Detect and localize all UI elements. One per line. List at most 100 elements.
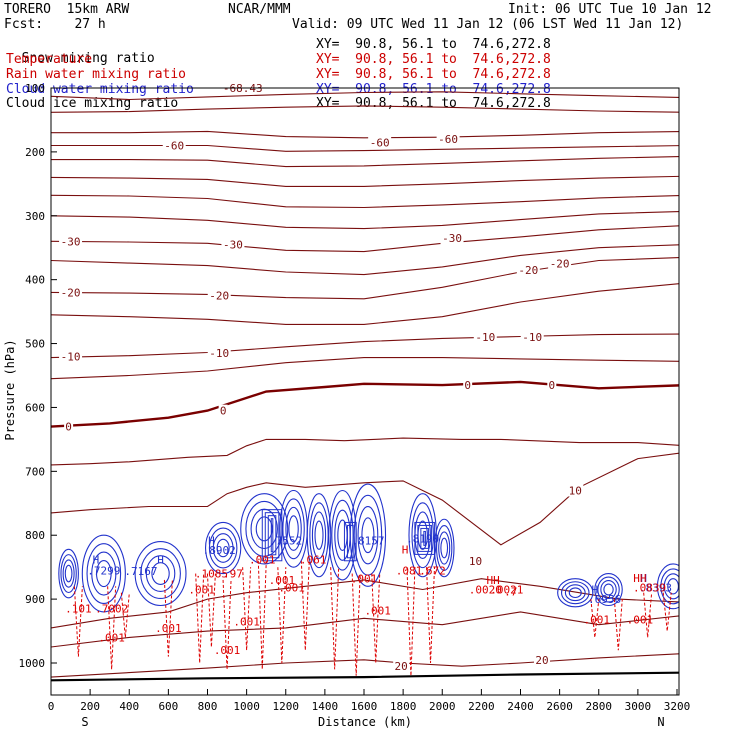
cloud-contour-10-3	[440, 537, 449, 559]
cloud-label-3: .7167	[124, 565, 157, 578]
temp-label-bg-10	[548, 257, 572, 270]
temp-label-bg-7	[59, 286, 83, 299]
rain-contour-17	[613, 599, 623, 651]
y-tick-label-1: 200	[25, 146, 45, 159]
isotherm--25	[51, 244, 679, 276]
temp-label-bg-15	[64, 420, 74, 433]
cloud-contour-13-3	[667, 578, 679, 595]
temp-label-bg-16	[218, 404, 228, 417]
isotherm--15	[51, 283, 679, 325]
ground-line	[51, 671, 679, 682]
cloud-contour-1-3	[95, 559, 112, 588]
x-tick-label-9: 1800	[390, 700, 417, 713]
temp-label-20: 10	[469, 555, 482, 568]
y-tick-label-2: 300	[25, 210, 45, 223]
cloud-label-2: H	[157, 554, 164, 567]
isotherm--60	[51, 130, 679, 139]
plot-frame	[50, 87, 680, 696]
cloud-contour-6-2	[311, 511, 327, 560]
cloud-core-1-1	[346, 524, 354, 559]
cloud-contour-3-2	[212, 533, 234, 563]
cloud-contour-9-0	[408, 493, 437, 578]
y-tick-label-6: 700	[25, 465, 45, 478]
isotherm--20	[51, 257, 679, 300]
cloud-contour-2-0	[134, 541, 187, 607]
cloud-contour-12-3	[603, 583, 614, 596]
temp-label-19: 10	[569, 485, 582, 498]
cloud-contour-0-0	[58, 548, 79, 599]
isotherm-10	[51, 452, 679, 546]
temp-label-bg-21	[393, 660, 410, 673]
cloud-contour-2-1	[140, 548, 181, 600]
rain-label-10: .001	[627, 614, 654, 627]
isotherm--55	[51, 144, 679, 152]
temp-label-9: -20	[518, 264, 538, 277]
temp-label-8: -20	[209, 290, 229, 303]
temp-label-5: -30	[223, 239, 243, 252]
rain-label-17: .081	[396, 564, 423, 577]
cloud-contour-2-3	[151, 562, 170, 585]
legend-cloud-water-xy: XY= 90.8, 56.1 to 74.6,272.8	[316, 82, 551, 97]
temp-label-bg-18	[547, 379, 557, 392]
temp-label-bg-17	[463, 379, 473, 392]
cloud-contour-0-3	[64, 564, 73, 583]
cloud-contour-1-1	[86, 543, 122, 605]
temp-label-bg-5	[221, 238, 245, 251]
temp-label-bg-3	[436, 133, 460, 146]
cloud-label-1: H	[93, 554, 100, 567]
cloud-label-7: .8157	[351, 534, 384, 547]
cloud-contour-11-3	[568, 587, 582, 599]
y-tick-label-8: 900	[25, 593, 45, 606]
legend-cloud-water: Cloud water mixing ratio	[6, 82, 194, 97]
x-tick-label-7: 1400	[312, 700, 339, 713]
rain-contour-5	[206, 573, 216, 648]
x-tick-label-1: 200	[80, 700, 100, 713]
cloud-label-4: H	[208, 534, 215, 547]
temp-label-11: -10	[61, 350, 81, 363]
x-tick-label-10: 2000	[429, 700, 456, 713]
cloud-label-9: H	[592, 584, 599, 597]
cloud-label-5: .8902	[203, 544, 236, 557]
cloud-contour-8-3	[361, 517, 375, 554]
rain-contour-11	[330, 567, 340, 670]
cloud-contour-10-2	[438, 531, 451, 565]
temp-label-3: -60	[438, 133, 458, 146]
cloud-contour-7-3	[337, 519, 348, 551]
center-name: NCAR/MMM	[228, 2, 291, 17]
x-tick-label-11: 2200	[468, 700, 495, 713]
forecast-hour: Fcst: 27 h	[4, 17, 106, 32]
temp-label-2: -60	[370, 136, 390, 149]
cloud-contour-6-3	[314, 520, 324, 550]
temp-label-16: 0	[220, 405, 227, 418]
x-tick-label-13: 2600	[546, 700, 573, 713]
legend-snow: Snow mixing ratio	[6, 38, 155, 66]
isotherm-5	[51, 437, 679, 466]
isotherm-16	[51, 611, 679, 648]
rain-label-15: .001	[249, 554, 276, 567]
x-end-right: N	[657, 715, 664, 729]
cloud-contour-12-1	[597, 576, 620, 603]
cloud-core-0-1	[264, 512, 280, 559]
isotherm--40	[51, 194, 679, 209]
rain-contour-0	[73, 586, 83, 657]
rain-label-16: .061	[300, 554, 327, 567]
cloud-contour-4-0	[240, 493, 289, 565]
isotherm--68	[51, 91, 679, 101]
rain-contour-19	[662, 592, 672, 632]
rain-label-3: .001	[351, 573, 378, 586]
rain-label-2: .001	[278, 582, 305, 595]
cloud-contour-8-0	[349, 483, 387, 587]
cloud-contour-0-2	[62, 559, 75, 588]
rain-label-9: .001	[584, 614, 611, 627]
rain-contour-7	[242, 567, 252, 651]
rain-contour-10	[300, 560, 310, 651]
valid-time: Valid: 09 UTC Wed 11 Jan 12 (06 LST Wed …	[292, 17, 684, 32]
cloud-core-0-0	[261, 509, 283, 562]
y-tick-label-7: 800	[25, 529, 45, 542]
rain-contours	[73, 560, 672, 676]
temp-label-bg-22	[534, 653, 551, 666]
temp-label-bg-9	[516, 264, 540, 277]
cloud-core-2-3	[423, 530, 426, 546]
cloud-contour-10-1	[436, 525, 453, 571]
